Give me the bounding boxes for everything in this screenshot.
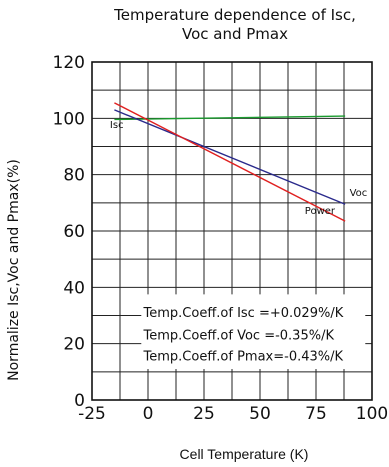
chart-title-line2: Voc and Pmax — [181, 25, 288, 43]
series-label-voc: Voc — [350, 188, 368, 199]
x-tick-label: -25 — [78, 404, 106, 424]
y-tick-label: 80 — [63, 166, 85, 186]
annotation-text: Temp.Coeff.of Pmax=-0.43%/K — [143, 350, 344, 365]
series-line-voc — [114, 109, 346, 205]
x-tick-label: 25 — [193, 404, 215, 424]
x-tick-label: 100 — [356, 404, 388, 424]
x-axis-label: Cell Temperature (K) — [179, 446, 309, 462]
annotation-text: Temp.Coeff.of Voc =-0.35%/K — [143, 328, 335, 343]
x-tick-label: 50 — [249, 404, 271, 424]
annotation-text: Temp.Coeff.of Isc =+0.029%/K — [143, 306, 344, 321]
x-tick-label: 75 — [305, 404, 327, 424]
series-line-isc — [114, 115, 346, 121]
plot-frame — [91, 61, 373, 401]
chart-title-line1: Temperature dependence of Isc, — [114, 6, 356, 24]
series-line-power — [114, 102, 346, 222]
series-label-power: Power — [305, 206, 336, 217]
annotation-box — [141, 294, 366, 370]
y-axis-label: Normalize Isc,Voc and Pmax(%) — [6, 159, 22, 381]
y-tick-label: 20 — [63, 335, 85, 355]
y-tick-label: 100 — [53, 109, 85, 129]
y-tick-label: 120 — [53, 53, 85, 73]
chart-title: Temperature dependence of Isc, Voc and P… — [92, 6, 378, 44]
series-label-isc: Isc — [110, 120, 124, 131]
x-tick-label: 0 — [143, 404, 154, 424]
y-tick-label: 0 — [74, 391, 85, 411]
y-tick-label: 60 — [63, 222, 85, 242]
y-tick-label: 40 — [63, 278, 85, 298]
